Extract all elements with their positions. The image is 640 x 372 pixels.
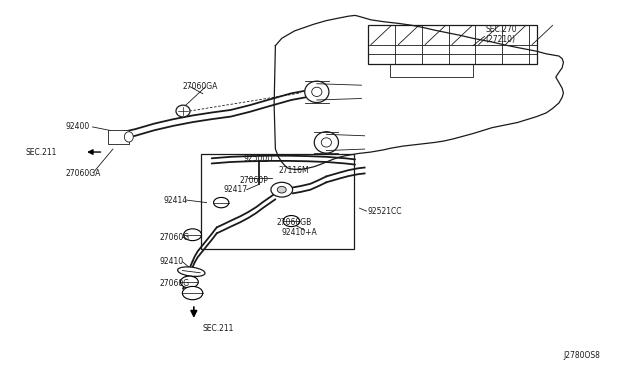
Bar xyxy=(202,154,355,249)
Text: 92410+A: 92410+A xyxy=(282,228,317,237)
Ellipse shape xyxy=(176,105,190,117)
Text: SEC.211: SEC.211 xyxy=(26,148,57,157)
Ellipse shape xyxy=(271,182,292,197)
Text: SEC.270
(27210): SEC.270 (27210) xyxy=(486,25,517,44)
Text: 27060GA: 27060GA xyxy=(183,82,218,91)
Ellipse shape xyxy=(184,229,202,241)
Ellipse shape xyxy=(180,276,198,288)
Text: 92410: 92410 xyxy=(159,257,184,266)
Text: 92400: 92400 xyxy=(65,122,90,131)
Ellipse shape xyxy=(314,132,339,153)
Text: 27060GA: 27060GA xyxy=(65,169,100,177)
Bar xyxy=(390,64,473,77)
Bar xyxy=(368,25,537,64)
Text: 27060G: 27060G xyxy=(159,233,189,242)
Text: 27060G: 27060G xyxy=(159,279,189,288)
Text: SEC.211: SEC.211 xyxy=(202,324,234,333)
Ellipse shape xyxy=(283,215,300,227)
Ellipse shape xyxy=(177,267,205,276)
Ellipse shape xyxy=(124,132,133,142)
Ellipse shape xyxy=(277,186,286,193)
Text: 27060GB: 27060GB xyxy=(276,218,312,227)
Ellipse shape xyxy=(214,198,229,208)
Ellipse shape xyxy=(305,81,329,103)
Text: 92500U: 92500U xyxy=(244,154,273,163)
Text: J2780OS8: J2780OS8 xyxy=(563,351,600,360)
Text: 27060P: 27060P xyxy=(239,176,268,185)
Text: 92521CC: 92521CC xyxy=(368,206,403,216)
Ellipse shape xyxy=(321,138,332,147)
Bar xyxy=(108,130,129,144)
Ellipse shape xyxy=(312,87,322,96)
Ellipse shape xyxy=(182,286,203,300)
Text: 92417: 92417 xyxy=(223,185,247,194)
Text: 92414: 92414 xyxy=(164,196,188,205)
Text: 27116M: 27116M xyxy=(278,166,309,175)
